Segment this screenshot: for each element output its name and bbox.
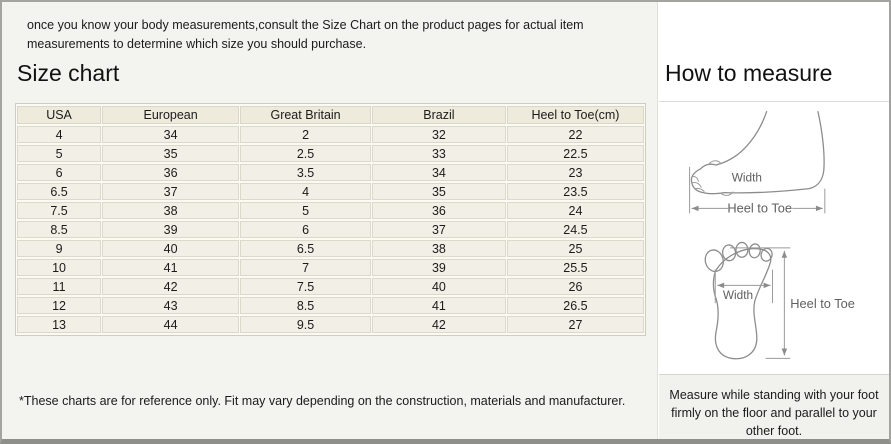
foot-diagram-svg: Width Heel to Toe [689,111,855,360]
column-header: Great Britain [240,106,371,124]
footnote-text: *These charts are for reference only. Fi… [19,394,626,408]
size-cell: 6 [17,164,102,181]
table-row: 10 41 7 39 25.5 [17,259,644,276]
size-cell: 34 [102,126,240,143]
size-cell: 12 [17,297,102,314]
column-header: Brazil [371,106,506,124]
size-cell: 23.5 [506,183,644,200]
top-heel-to-toe-label: Heel to Toe [790,296,855,311]
table-row: 12 43 8.5 41 26.5 [17,297,644,314]
table-row: 13 44 9.5 42 27 [17,316,644,333]
size-cell: 26 [506,278,644,295]
table-row: 5 35 2.5 33 22.5 [17,145,644,162]
table-row: 8.5 39 6 37 24.5 [17,221,644,238]
size-chart-title: Size chart [17,60,120,86]
size-cell: 23 [506,164,644,181]
size-cell: 25 [506,240,644,257]
size-cell: 4 [17,126,102,143]
size-cell: 22.5 [506,145,644,162]
size-cell: 22 [506,126,644,143]
size-cell: 35 [371,183,506,200]
size-cell: 41 [102,259,240,276]
size-cell: 32 [371,126,506,143]
size-cell: 42 [371,316,506,333]
table-header-row: USA European Great Britain Brazil Heel to To… [17,106,644,124]
size-cell: 39 [102,221,240,238]
size-cell: 8.5 [17,221,102,238]
table-row: 6.5 37 4 35 23.5 [17,183,644,200]
size-cell: 4 [240,183,371,200]
size-cell: 24.5 [506,221,644,238]
size-cell: 9.5 [240,316,371,333]
intro-text: once you know your body measurements,con… [27,18,584,52]
foot-top-view-diagram: Width Heel to Toe [704,241,855,360]
size-cell: 5 [17,145,102,162]
table-row: 9 40 6.5 38 25 [17,240,644,257]
how-to-measure-title: How to measure [665,60,833,86]
column-header: European [102,106,240,124]
size-cell: 27 [506,316,644,333]
table-row: 11 42 7.5 40 26 [17,278,644,295]
size-cell: 7.5 [240,278,371,295]
column-header: Heel to Toe(cm) [506,106,644,124]
size-cell: 37 [102,183,240,200]
size-chart-panel: once you know your body measurements,con… [2,2,658,439]
size-cell: 26.5 [506,297,644,314]
header-divider [659,101,889,102]
size-cell: 6 [240,221,371,238]
size-cell: 10 [17,259,102,276]
table-body: 4 34 2 32 22 5 35 2.5 33 22.5 6 36 3.5 34 23 6.5 37 4 35 23… [17,126,644,333]
size-cell: 6.5 [240,240,371,257]
size-cell: 36 [371,202,506,219]
size-cell: 39 [371,259,506,276]
size-cell: 11 [17,278,102,295]
size-cell: 25.5 [506,259,644,276]
size-cell: 6.5 [17,183,102,200]
size-cell: 44 [102,316,240,333]
size-cell: 38 [102,202,240,219]
size-cell: 40 [102,240,240,257]
size-cell: 7.5 [17,202,102,219]
measure-note: Measure while standing with your foot fi… [659,374,889,439]
size-cell: 13 [17,316,102,333]
size-cell: 5 [240,202,371,219]
size-cell: 35 [102,145,240,162]
size-chart-table: USA European Great Britain Brazil Heel to To… [15,103,646,336]
size-cell: 24 [506,202,644,219]
size-cell: 3.5 [240,164,371,181]
size-cell: 43 [102,297,240,314]
size-cell: 8.5 [240,297,371,314]
size-cell: 40 [371,278,506,295]
size-cell: 38 [371,240,506,257]
size-cell: 34 [371,164,506,181]
table-row: 6 36 3.5 34 23 [17,164,644,181]
size-cell: 41 [371,297,506,314]
size-cell: 37 [371,221,506,238]
size-cell: 36 [102,164,240,181]
measure-diagrams: Width Heel to Toe [659,102,889,374]
size-cell: 7 [240,259,371,276]
how-to-measure-panel: How to measure [659,2,889,439]
side-width-label: Width [732,171,762,185]
side-heel-to-toe-label: Heel to Toe [727,200,792,215]
table-row: 7.5 38 5 36 24 [17,202,644,219]
size-cell: 2 [240,126,371,143]
size-cell: 9 [17,240,102,257]
size-cell: 42 [102,278,240,295]
foot-side-view-diagram: Width Heel to Toe [689,111,826,215]
table-row: 4 34 2 32 22 [17,126,644,143]
column-header: USA [17,106,102,124]
size-cell: 2.5 [240,145,371,162]
top-width-label: Width [723,288,753,302]
size-cell: 33 [371,145,506,162]
